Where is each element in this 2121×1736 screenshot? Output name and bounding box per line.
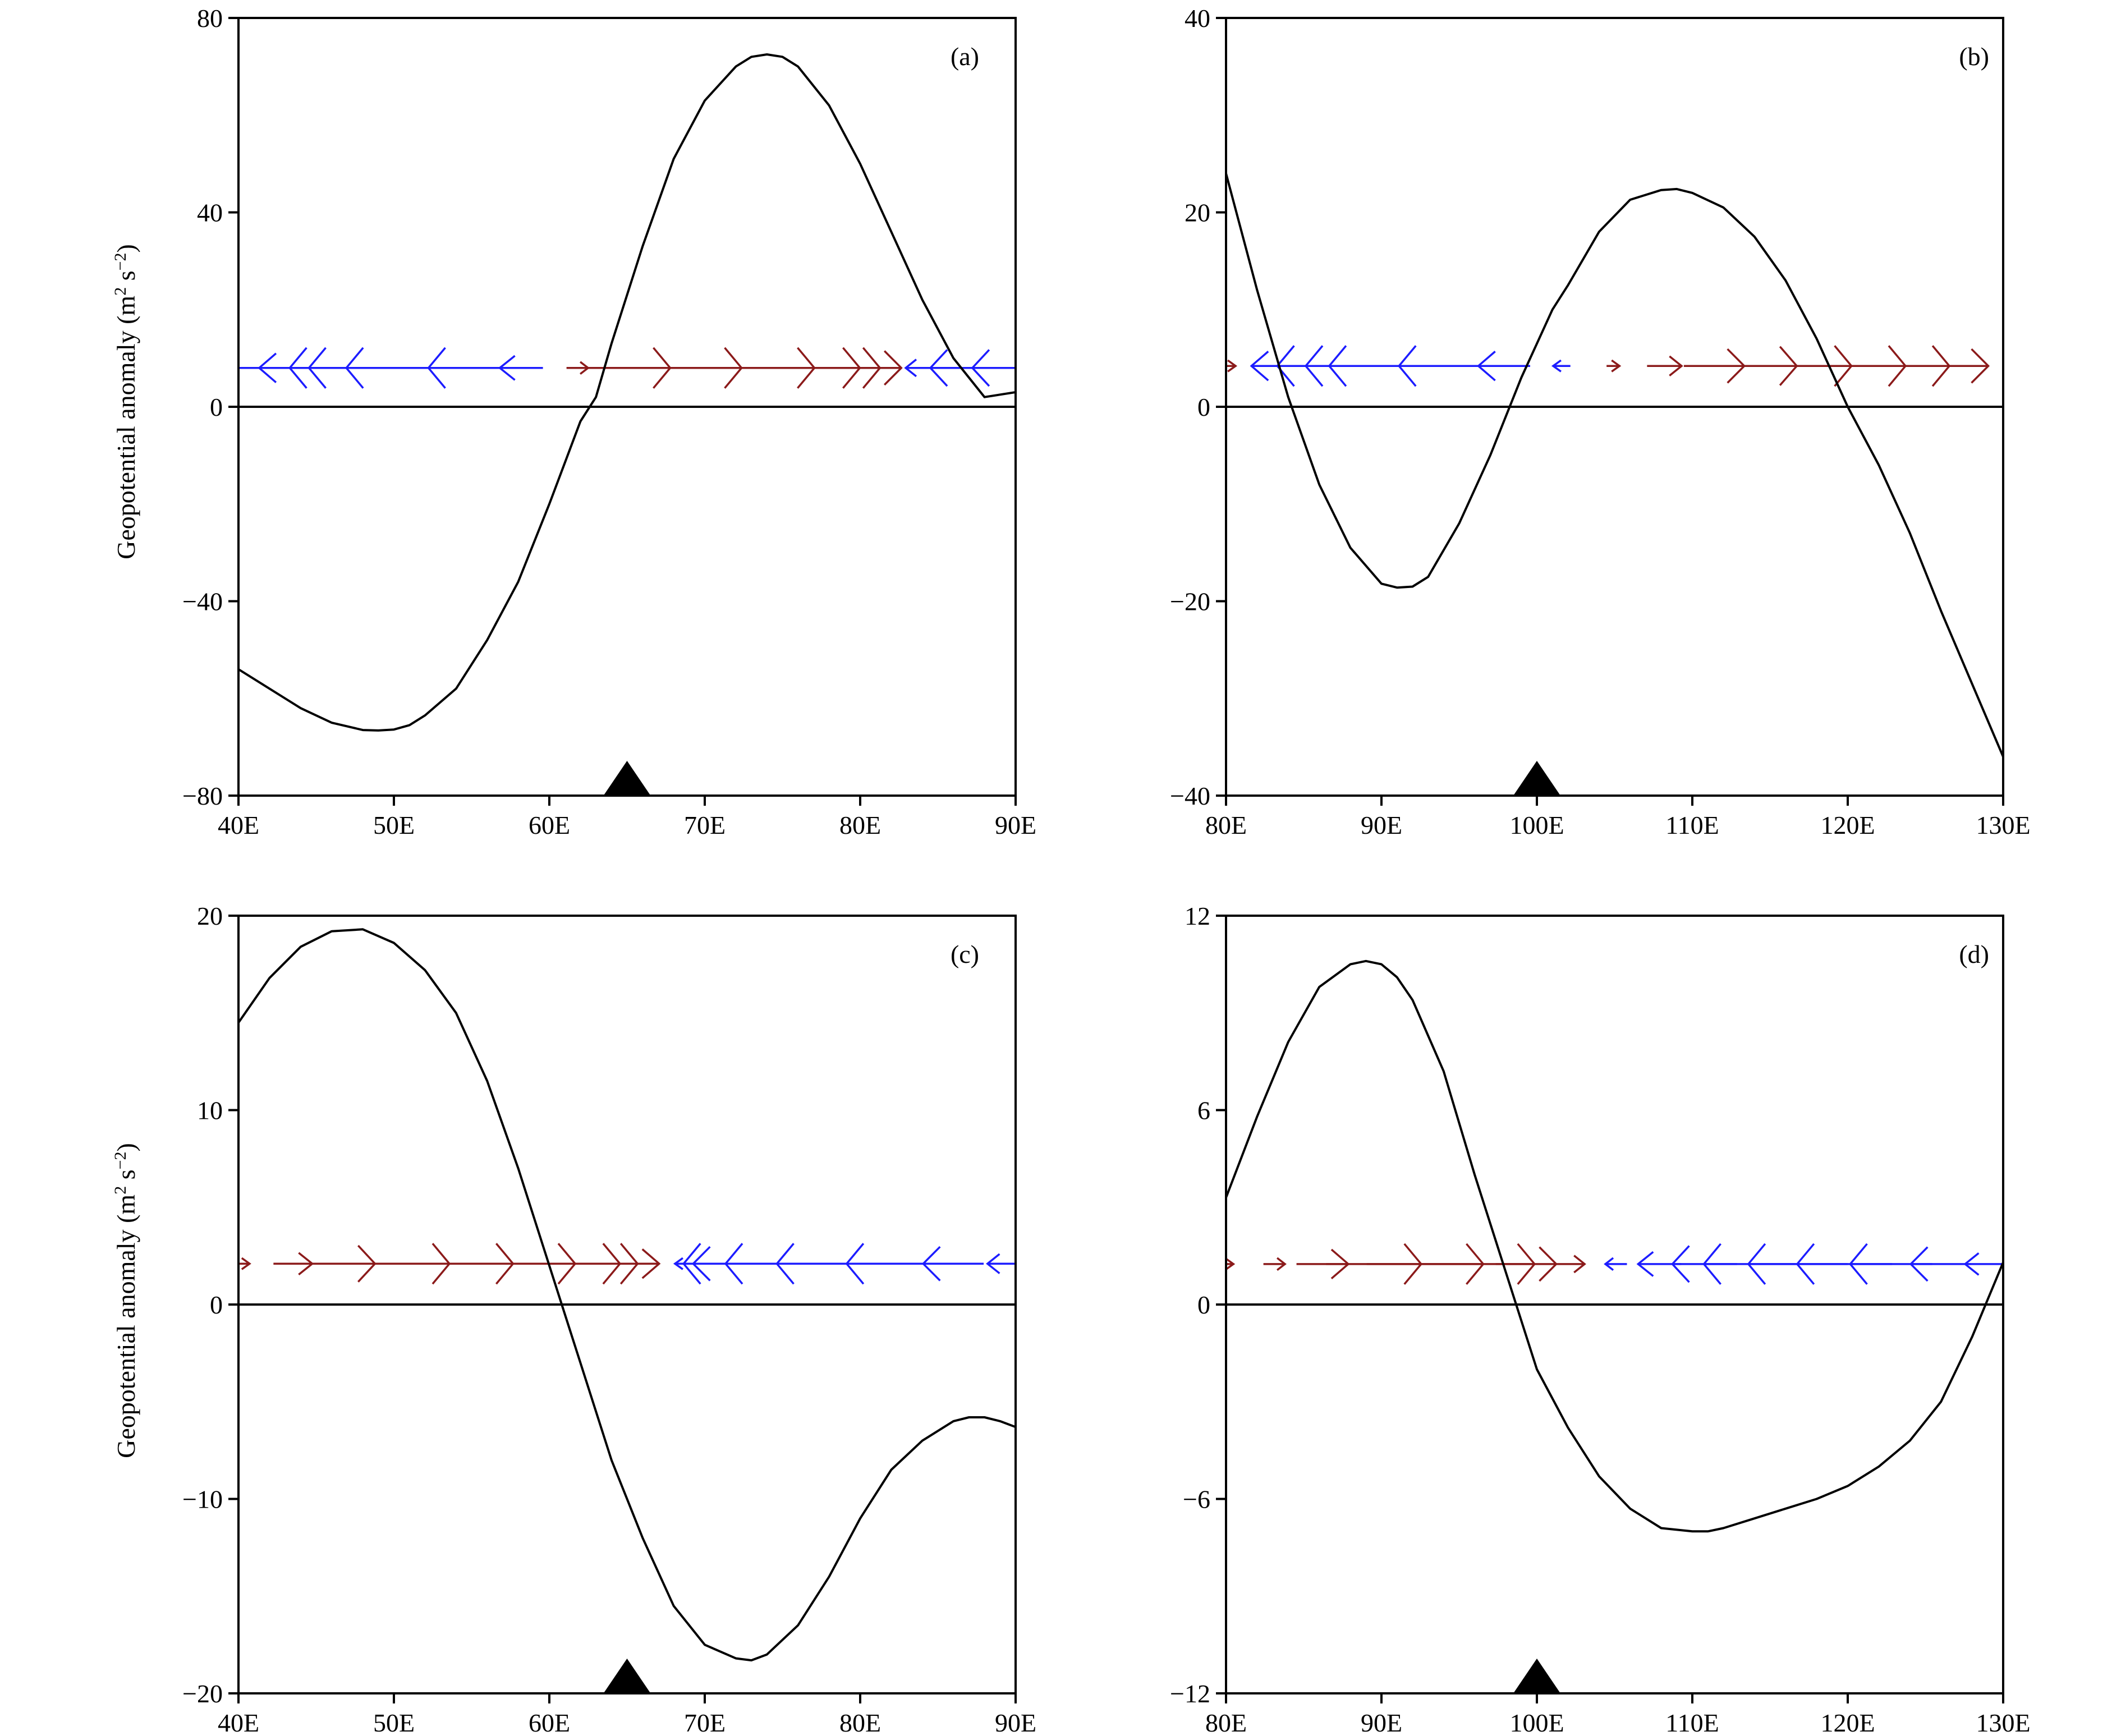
panel-c-y-tick-label: 10 — [197, 1096, 223, 1125]
panel-d-flux-arrow — [1554, 1255, 1586, 1274]
panel-c-x-tick-label: 50E — [373, 1709, 415, 1736]
panel-d-x-tick-label: 100E — [1509, 1709, 1564, 1736]
panel-c-x-tick-label: 70E — [684, 1709, 726, 1736]
panel-d-y-tick-label: 6 — [1197, 1096, 1210, 1125]
panel-b-flux-arrow — [1606, 359, 1622, 373]
panel-c-location-marker-icon — [603, 1659, 651, 1693]
panel-a-location-marker-icon — [603, 761, 651, 796]
panel-c-flux-arrow — [921, 1246, 984, 1282]
panel-b-y-tick-label: 20 — [1185, 199, 1210, 227]
panel-c-y-tick-label: 0 — [210, 1290, 223, 1319]
panel-b: (b) 80E 90E 100E 110E 120E 130E −40 −20 0 20 40 — [1170, 4, 2031, 839]
panel-b-flux-arrow — [1647, 355, 1683, 376]
panel-d-location-marker-icon — [1513, 1659, 1560, 1693]
panel-c-x-tick-label: 80E — [839, 1709, 881, 1736]
panel-c-geopotential-line — [238, 928, 1016, 1662]
panel-d-flux-arrow — [1263, 1257, 1287, 1271]
panel-d-y-tick-label: −6 — [1183, 1485, 1210, 1514]
panel-d-geopotential-line — [1226, 959, 2003, 1533]
panel-d-flux-arrow — [1604, 1257, 1627, 1271]
panel-d-y-tick-label: 0 — [1197, 1290, 1210, 1319]
panel-b-flux-arrow — [1476, 351, 1530, 382]
panel-d-flux-arrow — [1495, 1246, 1558, 1282]
panel-c-flux-arrow — [607, 1248, 661, 1279]
panel-a-y-tick-label: 40 — [197, 199, 223, 227]
panel-b-x-tick-label: 110E — [1665, 811, 1719, 839]
panel-a-y-axis-label: Geopotential anomaly (m2 s−2) — [111, 244, 140, 559]
panel-a-flux-arrow — [841, 350, 903, 386]
panel-b-y-tick-label: −20 — [1170, 587, 1210, 616]
panel-a-y-tick-label: −80 — [182, 782, 223, 810]
panel-a-y-tick-label: 80 — [197, 4, 223, 33]
panel-c-x-tick-label: 60E — [529, 1709, 570, 1736]
panel-a-x-tick-label: 90E — [995, 811, 1036, 839]
panel-b-location-marker-icon — [1513, 761, 1560, 796]
panel-a-flux-arrows — [238, 347, 1016, 389]
panel-b-x-tick-label: 90E — [1361, 811, 1402, 839]
panel-c-flux-arrows — [238, 1243, 1016, 1285]
panel-a-x-tick-label: 50E — [373, 811, 415, 839]
panel-d-x-tick-label: 90E — [1361, 1709, 1402, 1736]
panel-a-label: (a) — [951, 42, 979, 71]
panel-b-y-tick-label: 0 — [1197, 393, 1210, 421]
panel-d-y-tick-label: 12 — [1185, 902, 1210, 930]
panel-c: Geopotential anomaly (m2 s−2) (c) 40E 50E… — [111, 902, 1036, 1736]
panel-d-y-tick-label: −12 — [1170, 1679, 1210, 1708]
panel-a-flux-arrow — [498, 355, 543, 381]
panel-a-x-tick-label: 60E — [529, 811, 570, 839]
panel-c-x-tick-label: 40E — [218, 1709, 259, 1736]
panel-b-x-tick-label: 120E — [1820, 811, 1875, 839]
panel-a-x-tick-label: 70E — [684, 811, 726, 839]
panel-c-flux-arrow — [273, 1252, 314, 1275]
panel-d-x-tick-label: 110E — [1665, 1709, 1719, 1736]
panel-b-y-tick-label: −40 — [1170, 782, 1210, 810]
panel-b-flux-arrow — [1551, 359, 1571, 373]
panel-c-y-tick-label: 20 — [197, 902, 223, 930]
panel-b-flux-arrow — [1927, 348, 1990, 384]
panel-d-x-tick-label: 120E — [1820, 1709, 1875, 1736]
panel-d-label: (d) — [1959, 940, 1989, 968]
panel-b-label: (b) — [1959, 42, 1989, 71]
panel-b-x-tick-label: 130E — [1976, 811, 2030, 839]
panel-b-flux-arrows — [1226, 345, 1990, 387]
panel-b-geopotential-line — [1226, 173, 2003, 757]
panel-c-label: (c) — [951, 940, 979, 968]
panel-d-x-tick-label: 130E — [1976, 1709, 2030, 1736]
panel-b-flux-arrow — [1226, 359, 1238, 373]
panel-b-x-tick-label: 100E — [1509, 811, 1564, 839]
panel-d-flux-arrows — [1226, 1243, 2003, 1285]
panel-a-y-tick-label: 0 — [210, 393, 223, 421]
panel-d: (d) 80E 90E 100E 110E 120E 130E −12 −6 0 6 12 — [1170, 902, 2031, 1736]
panel-b-y-tick-label: 40 — [1185, 4, 1210, 33]
panel-d-flux-arrow — [1963, 1252, 2003, 1276]
panel-a-flux-arrow — [238, 359, 261, 377]
panel-a-flux-arrow — [971, 349, 1016, 387]
panel-a-x-tick-label: 40E — [218, 811, 259, 839]
panel-c-y-tick-label: −20 — [182, 1679, 223, 1708]
panel-c-flux-arrow — [986, 1253, 1016, 1274]
panel-a-y-tick-label: −40 — [182, 587, 223, 616]
panel-d-flux-arrow — [1909, 1246, 1972, 1282]
panel-d-x-tick-label: 80E — [1205, 1709, 1247, 1736]
panel-a-x-tick-label: 80E — [839, 811, 881, 839]
panel-c-x-tick-label: 90E — [995, 1709, 1036, 1736]
panel-c-y-tick-label: −10 — [182, 1485, 223, 1514]
panel-c-y-axis-label: Geopotential anomaly (m2 s−2) — [111, 1143, 140, 1458]
panel-b-x-tick-label: 80E — [1205, 811, 1247, 839]
panel-a: Geopotential anomaly (m2 s−2) (a) 40E 50E… — [111, 4, 1036, 839]
panel-a-geopotential-line — [238, 53, 1016, 732]
